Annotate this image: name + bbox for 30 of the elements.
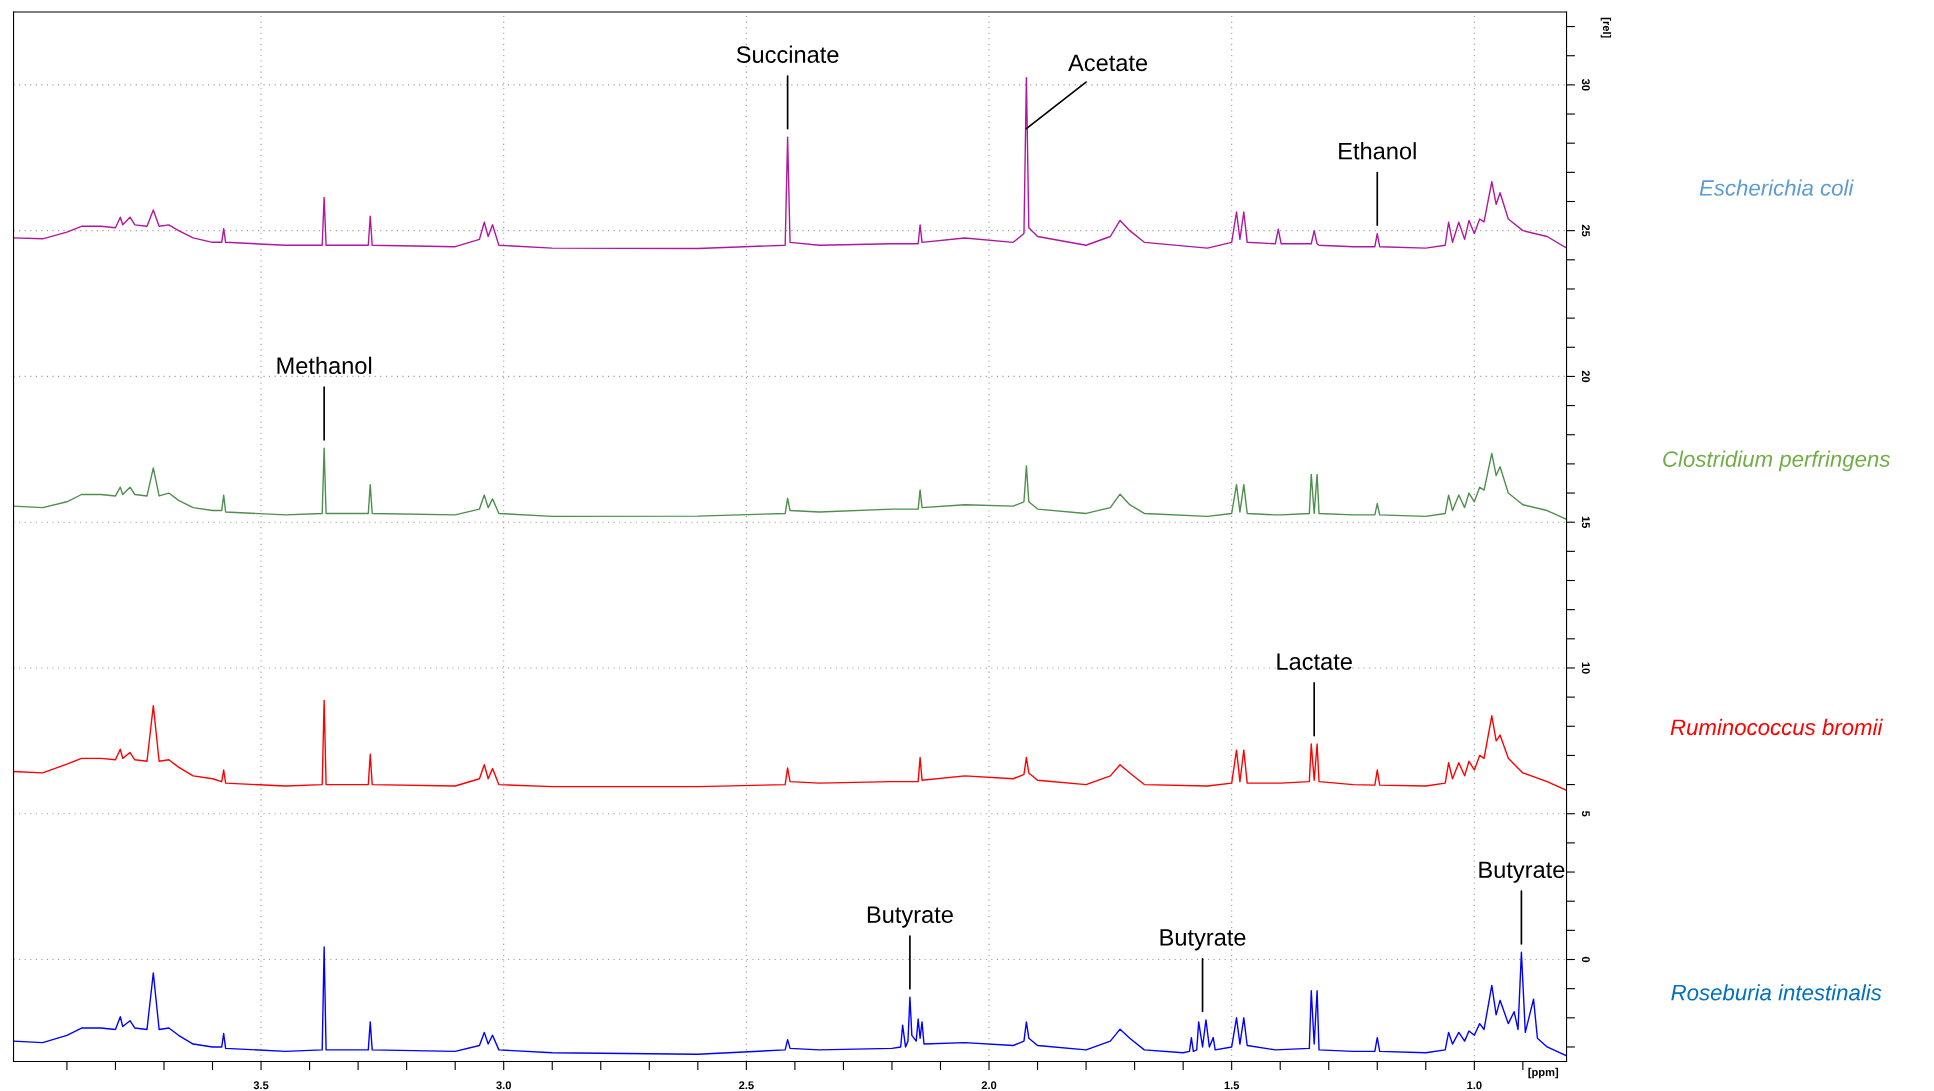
x-axis-title: [ppm]	[1528, 1067, 1559, 1079]
line-series	[13, 76, 1567, 250]
y-tick-label: 0	[1581, 956, 1590, 963]
annotation: Butyrate	[867, 906, 953, 928]
line-series	[13, 699, 1567, 792]
annotation: Lactate	[1277, 653, 1352, 670]
y-tick-label: 25	[1581, 224, 1590, 237]
x-tick-label: 1.0	[1467, 1081, 1482, 1090]
y-tick-label: 15	[1581, 516, 1590, 529]
y-axis-title: [rel]	[1600, 17, 1612, 38]
text: Escherichia coli	[1699, 179, 1854, 196]
annotation: Butyrate	[1479, 861, 1565, 883]
annotation: Ethanol	[1339, 142, 1416, 160]
x-tick-label: 3.0	[496, 1081, 511, 1090]
x-tick-label: 2.5	[739, 1081, 754, 1090]
text: Clostridium perfringens	[1663, 450, 1890, 472]
x-tick-label: 2.0	[981, 1081, 997, 1090]
annotation: Methanol	[277, 356, 372, 375]
y-tick-label: 10	[1581, 662, 1590, 674]
y-tick-label: 5	[1581, 810, 1590, 817]
line-series	[13, 447, 1567, 520]
x-tick-label: 1.5	[1224, 1081, 1240, 1090]
y-tick-label: 30	[1581, 78, 1590, 91]
x-tick-label: 3.5	[253, 1081, 269, 1090]
annotation: Succinate	[736, 45, 839, 63]
annotation: Butyrate	[1160, 929, 1246, 951]
annotation: Acetate	[1068, 54, 1148, 72]
text: Roseburia intestinalis	[1671, 984, 1882, 1001]
y-tick-label: 20	[1581, 370, 1590, 383]
text: Ruminococcus bromii	[1670, 718, 1883, 736]
